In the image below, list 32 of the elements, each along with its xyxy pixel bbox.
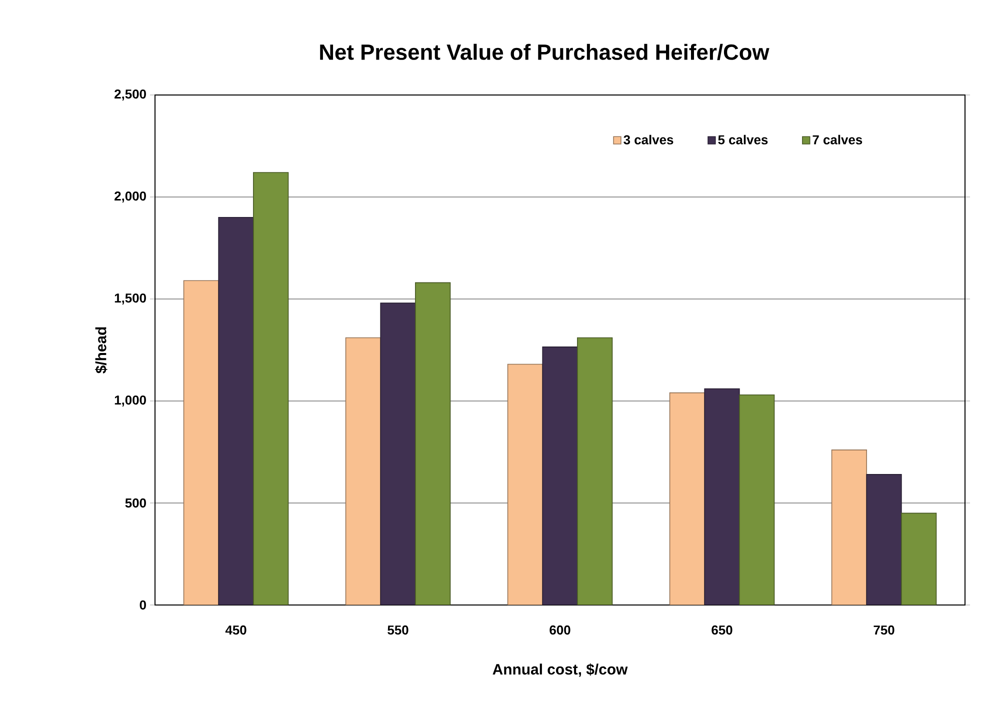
bar xyxy=(831,450,867,605)
bar xyxy=(866,474,902,605)
bar xyxy=(253,172,289,605)
legend-label: 5 calves xyxy=(718,134,768,144)
bar xyxy=(183,280,219,605)
x-tick-label: 600 xyxy=(550,625,570,635)
bar xyxy=(901,512,937,605)
bar xyxy=(345,337,381,605)
bar xyxy=(669,392,705,605)
y-axis-title: $/head xyxy=(95,327,108,374)
x-tick-label: 450 xyxy=(225,625,246,635)
legend-label: 7 calves xyxy=(812,134,862,144)
y-tick-label: 2,000 xyxy=(114,191,146,203)
bar xyxy=(218,216,254,605)
bar xyxy=(704,388,740,605)
bar xyxy=(415,282,451,605)
y-tick-label: 500 xyxy=(125,498,146,508)
x-tick-label: 750 xyxy=(874,625,894,635)
x-tick-label: 650 xyxy=(712,625,732,635)
y-tick-label: 1,500 xyxy=(114,293,146,305)
x-axis-title: Annual cost, $/cow xyxy=(492,663,628,677)
y-tick-label: 2,500 xyxy=(114,89,146,101)
chart-title: Net Present Value of Purchased Heifer/Cow xyxy=(320,44,770,60)
bar xyxy=(739,394,775,605)
bar xyxy=(542,346,578,605)
y-tick-label: 0 xyxy=(140,600,146,610)
bar xyxy=(380,302,416,605)
legend-label: 3 calves xyxy=(624,134,674,144)
x-tick-label: 550 xyxy=(388,625,408,635)
y-tick-label: 1,000 xyxy=(114,395,146,407)
bar xyxy=(577,337,613,605)
bar xyxy=(507,364,543,605)
